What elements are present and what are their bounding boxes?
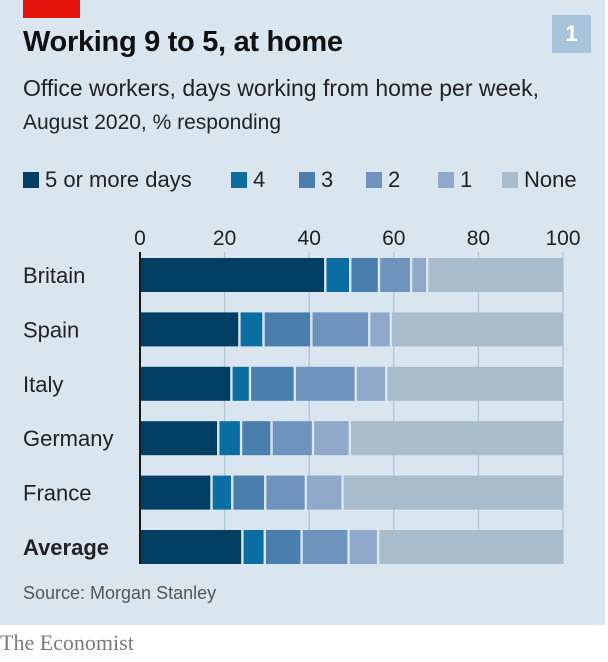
legend-swatch (366, 172, 382, 188)
bar-segment (219, 421, 240, 456)
bar-segment (351, 258, 378, 292)
legend-item-1: 1 (438, 166, 472, 194)
bar-segment (312, 312, 369, 347)
bar-segment (140, 421, 218, 456)
bar-segment (314, 421, 349, 456)
bar-segment (212, 475, 232, 510)
x-tick-label: 100 (545, 227, 580, 250)
bar-segment (380, 258, 410, 292)
chart-subtitle: Office workers, days working from home p… (23, 72, 543, 139)
bar-segment (233, 475, 265, 510)
bar-segment (140, 530, 242, 564)
legend-swatch (438, 172, 454, 188)
legend-label: 4 (253, 167, 266, 192)
legend-swatch (231, 172, 247, 188)
category-label: Average (23, 535, 109, 560)
category-label: Germany (23, 426, 113, 451)
bar-segment (392, 312, 563, 347)
x-tick-label: 0 (134, 227, 146, 250)
category-label: Spain (23, 317, 79, 342)
legend-label: 1 (460, 167, 473, 192)
legend-swatch (502, 172, 518, 188)
bar-segment (140, 258, 325, 292)
legend-item-2: 2 (366, 166, 400, 194)
bar-segment (356, 366, 385, 401)
bar-segment (343, 475, 563, 510)
bar-segment (349, 530, 377, 564)
bar-segment (243, 530, 264, 564)
legend-label: 5 or more days (45, 167, 192, 192)
category-label: Britain (23, 263, 85, 288)
source-note: Source: Morgan Stanley (23, 583, 217, 603)
x-tick-label: 80 (467, 227, 490, 250)
bar-segment (265, 530, 301, 564)
legend-item-3: 3 (299, 166, 333, 194)
subtitle-main: Office workers, days working from home p… (23, 75, 539, 101)
legend-swatch (23, 172, 39, 188)
bar-segment (242, 421, 271, 456)
legend-item-4: 4 (231, 166, 265, 194)
x-tick-label: 60 (382, 227, 405, 250)
chart-number-badge: 1 (552, 15, 591, 53)
bar-segment (307, 475, 342, 510)
bar-segment (412, 258, 427, 292)
x-tick-label: 40 (298, 227, 321, 250)
bar-segment (140, 312, 239, 347)
bar-segment (251, 366, 294, 401)
bar-segment (296, 366, 355, 401)
bar-segment (387, 366, 563, 401)
bar-segment (232, 366, 249, 401)
bar-segment (240, 312, 263, 347)
chart-title: Working 9 to 5, at home (23, 26, 343, 58)
legend-item-5-or-more-days: 5 or more days (23, 166, 192, 194)
category-label: Italy (23, 372, 63, 397)
bar-segment (326, 258, 350, 292)
legend-label: None (524, 167, 577, 192)
bar-segment (351, 421, 563, 456)
economist-wordmark: The Economist (0, 630, 134, 655)
bar-segment (266, 475, 305, 510)
subtitle-unit: August 2020, % responding (23, 111, 282, 134)
bar-segment (140, 366, 231, 401)
category-label: France (23, 481, 91, 506)
bar-segment (379, 530, 563, 564)
bar-segment (428, 258, 563, 292)
bar-segment (302, 530, 348, 564)
legend-label: 3 (321, 167, 334, 192)
legend: 5 or more days 4 3 2 1 None (0, 166, 605, 194)
bar-segment (370, 312, 390, 347)
legend-swatch (299, 172, 315, 188)
economist-red-tag (23, 0, 80, 18)
bar-segment (272, 421, 312, 456)
legend-label: 2 (388, 167, 401, 192)
legend-item-none: None (502, 166, 577, 194)
bar-segment (264, 312, 311, 347)
stacked-bar-chart: 0 20 40 60 80 100 Britain Spain Italy Germany Fran… (23, 227, 581, 564)
x-tick-label: 20 (213, 227, 236, 250)
bar-segment (140, 475, 211, 510)
